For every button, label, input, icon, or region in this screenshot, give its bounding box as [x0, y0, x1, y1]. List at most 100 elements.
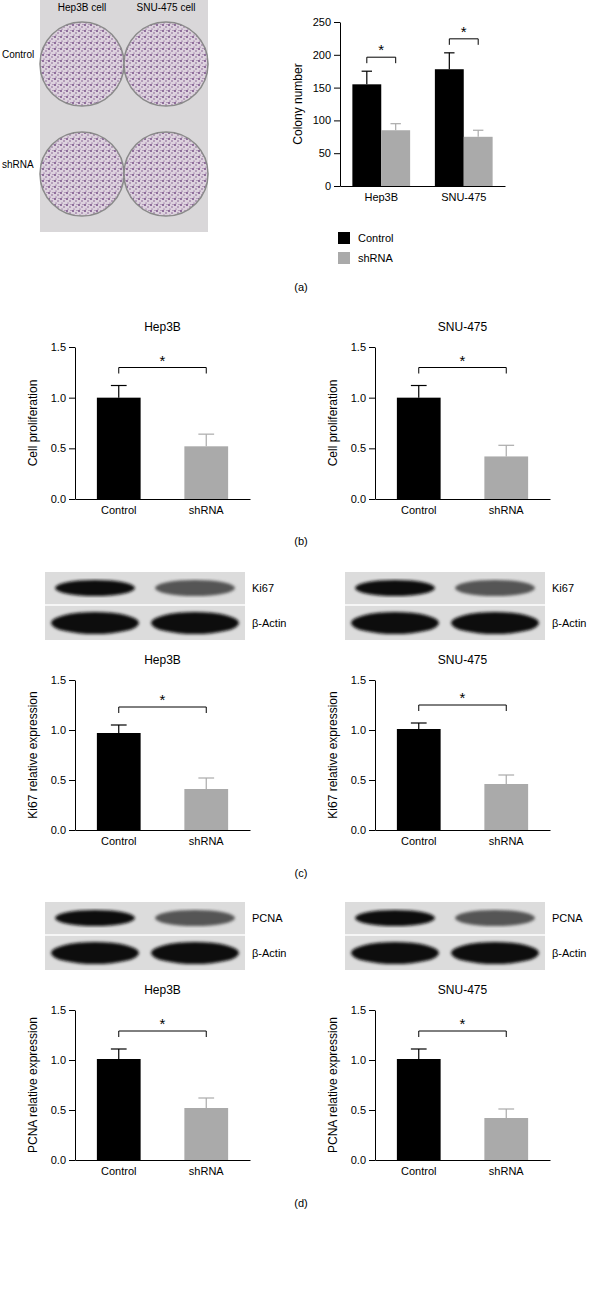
- error-cap: [411, 1048, 427, 1049]
- error-cap: [198, 777, 214, 778]
- error-cap: [498, 1108, 514, 1109]
- chart-title: Hep3B: [144, 320, 181, 334]
- x-tick-label: shRNA: [489, 1165, 525, 1177]
- y-tick-mark: [69, 499, 75, 500]
- y-tick-mark: [69, 1060, 75, 1061]
- y-tick-label: 1.5: [51, 674, 66, 686]
- chart-title: Hep3B: [144, 653, 181, 667]
- bar: [381, 130, 410, 186]
- y-tick: 150: [313, 82, 340, 94]
- y-tick: 1.5: [51, 341, 75, 353]
- target-band: [155, 910, 235, 926]
- target-band: [355, 910, 435, 926]
- y-axis-line: [375, 681, 376, 831]
- y-tick-mark: [69, 730, 75, 731]
- x-axis-line: [76, 830, 251, 831]
- bar: [184, 446, 228, 499]
- blot-loading-label: β-Actin: [552, 947, 586, 959]
- y-tick: 0.5: [51, 774, 75, 786]
- y-tick-mark: [69, 347, 75, 348]
- y-axis-title: Cell proliferation: [326, 380, 340, 467]
- y-axis-title: PCNA relative expression: [26, 1017, 40, 1153]
- panel-label: (d): [294, 1197, 307, 1209]
- culture-plate: [124, 132, 208, 216]
- y-tick-label: 1.5: [351, 341, 366, 353]
- error-bar: [111, 1049, 127, 1059]
- y-tick-mark: [334, 55, 340, 56]
- x-tick-label: shRNA: [189, 1165, 225, 1177]
- chart: 0.00.51.01.5PCNA relative expressionHep3…: [26, 983, 251, 1177]
- chart-title: SNU-475: [438, 653, 488, 667]
- y-tick-mark: [369, 1060, 375, 1061]
- x-axis-line: [376, 499, 551, 500]
- y-axis: 0.00.51.01.5: [51, 674, 76, 836]
- error-cap: [362, 71, 372, 72]
- x-tick: shRNA: [189, 1165, 225, 1177]
- y-tick: 1.5: [351, 674, 375, 686]
- y-tick-mark: [334, 186, 340, 187]
- bar: [97, 1059, 141, 1160]
- y-tick-label: 1.0: [351, 724, 366, 736]
- culture-plate: [124, 22, 208, 106]
- chart: 0.00.51.01.5Ki67 relative expressionSNU-…: [326, 653, 551, 847]
- y-tick: 0.0: [51, 1154, 75, 1166]
- y-tick-mark: [69, 1010, 75, 1011]
- x-tick-label: shRNA: [189, 835, 225, 847]
- error-cap: [411, 385, 427, 386]
- significance-mark: *: [160, 1015, 166, 1032]
- error-stem: [418, 386, 419, 398]
- blot-loading-label: β-Actin: [552, 617, 586, 629]
- y-tick-label: 1.0: [351, 392, 366, 404]
- x-tick: shRNA: [189, 835, 225, 847]
- y-tick-mark: [369, 448, 375, 449]
- plot-area: [397, 1049, 528, 1160]
- legend: ControlshRNA: [338, 232, 394, 264]
- y-tick-mark: [334, 120, 340, 121]
- chart: 0.00.51.01.5PCNA relative expressionSNU-…: [326, 983, 551, 1177]
- x-tick-label: shRNA: [189, 504, 225, 516]
- y-tick: 1.5: [351, 1004, 375, 1016]
- x-tick-label: Control: [101, 504, 136, 516]
- error-stem: [418, 1049, 419, 1059]
- y-axis: 0.00.51.01.5: [51, 341, 76, 505]
- y-tick-label: 150: [313, 82, 331, 94]
- photo-row-label: Control: [2, 49, 34, 60]
- bar: [464, 137, 493, 186]
- error-cap: [198, 1097, 214, 1098]
- error-stem: [206, 434, 207, 446]
- chart: 0.00.51.01.5Cell proliferationSNU-475*Co…: [326, 320, 551, 516]
- y-tick: 0.5: [351, 774, 375, 786]
- y-tick-mark: [369, 1110, 375, 1111]
- error-stem: [449, 53, 450, 69]
- y-tick-label: 0.5: [51, 442, 66, 454]
- bar: [484, 1118, 528, 1160]
- target-band: [55, 580, 135, 596]
- legend-swatch: [338, 252, 350, 264]
- error-stem: [118, 1049, 119, 1059]
- bar: [484, 784, 528, 830]
- significance-mark: *: [460, 689, 466, 706]
- y-tick-label: 1.5: [351, 674, 366, 686]
- error-bar: [198, 434, 214, 446]
- y-tick-label: 1.0: [51, 724, 66, 736]
- x-tick: Control: [101, 504, 136, 516]
- y-tick: 1.0: [351, 392, 375, 404]
- bar: [435, 69, 464, 186]
- y-axis: 050100150200250: [313, 16, 341, 192]
- y-tick-label: 200: [313, 49, 331, 61]
- annotations: *: [119, 352, 207, 374]
- y-tick: 100: [313, 114, 340, 126]
- y-tick-label: 0.5: [351, 774, 366, 786]
- error-bar: [498, 775, 514, 784]
- error-stem: [395, 124, 396, 131]
- plot-area: [97, 386, 228, 499]
- photo-row-label: shRNA: [2, 159, 34, 170]
- y-tick-mark: [334, 22, 340, 23]
- y-tick: 1.5: [51, 1004, 75, 1016]
- x-axis-line: [376, 1160, 551, 1161]
- y-tick-mark: [369, 347, 375, 348]
- annotations: *: [119, 1015, 207, 1037]
- y-tick: 1.0: [51, 724, 75, 736]
- blot-loading-label: β-Actin: [252, 617, 286, 629]
- blot-divider: [345, 604, 545, 606]
